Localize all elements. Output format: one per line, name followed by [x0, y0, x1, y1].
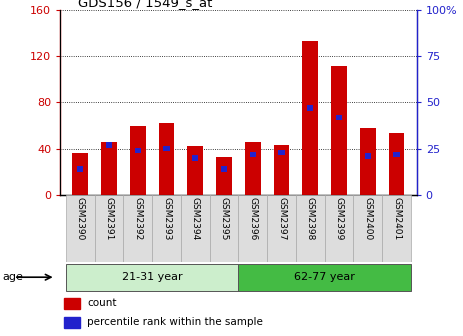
Text: GSM2401: GSM2401: [392, 197, 401, 240]
Text: GSM2394: GSM2394: [191, 197, 200, 240]
Bar: [394, 152, 400, 157]
Bar: [245, 142, 261, 195]
Bar: [307, 106, 313, 111]
Bar: [95, 195, 124, 262]
Text: GSM2391: GSM2391: [105, 197, 113, 240]
Bar: [124, 195, 152, 262]
Bar: [159, 123, 175, 195]
Bar: [130, 126, 146, 195]
Text: age: age: [2, 272, 23, 282]
Bar: [238, 195, 267, 262]
Text: GSM2397: GSM2397: [277, 197, 286, 240]
Text: 62-77 year: 62-77 year: [294, 271, 355, 282]
Bar: [72, 153, 88, 195]
Bar: [181, 195, 210, 262]
Text: GSM2392: GSM2392: [133, 197, 142, 240]
Bar: [152, 195, 181, 262]
Text: GDS156 / 1549_s_at: GDS156 / 1549_s_at: [78, 0, 213, 9]
Bar: [325, 195, 353, 262]
Text: GSM2390: GSM2390: [76, 197, 85, 240]
Text: GSM2399: GSM2399: [335, 197, 344, 240]
Bar: [353, 195, 382, 262]
Bar: [66, 263, 238, 291]
Text: GSM2400: GSM2400: [363, 197, 372, 240]
Bar: [302, 41, 318, 195]
Bar: [336, 115, 342, 120]
Text: 21-31 year: 21-31 year: [122, 271, 182, 282]
Bar: [388, 132, 405, 195]
Bar: [278, 150, 285, 155]
Bar: [365, 154, 371, 159]
Text: GSM2393: GSM2393: [162, 197, 171, 240]
Bar: [296, 195, 325, 262]
Bar: [163, 146, 170, 151]
Text: count: count: [87, 298, 116, 308]
Bar: [221, 166, 227, 172]
Bar: [267, 195, 296, 262]
Text: percentile rank within the sample: percentile rank within the sample: [87, 318, 263, 328]
Bar: [250, 152, 256, 157]
Bar: [216, 157, 232, 195]
Bar: [106, 142, 112, 148]
Bar: [360, 128, 376, 195]
Bar: [64, 298, 80, 309]
Bar: [77, 166, 83, 172]
Bar: [66, 195, 95, 262]
Text: GSM2398: GSM2398: [306, 197, 315, 240]
Text: GSM2396: GSM2396: [248, 197, 257, 240]
Bar: [101, 142, 117, 195]
Bar: [382, 195, 411, 262]
Bar: [331, 66, 347, 195]
Bar: [238, 263, 411, 291]
Bar: [188, 146, 203, 195]
Bar: [192, 155, 199, 161]
Bar: [210, 195, 238, 262]
Bar: [64, 317, 80, 328]
Bar: [135, 148, 141, 153]
Text: GSM2395: GSM2395: [219, 197, 229, 240]
Bar: [274, 145, 289, 195]
